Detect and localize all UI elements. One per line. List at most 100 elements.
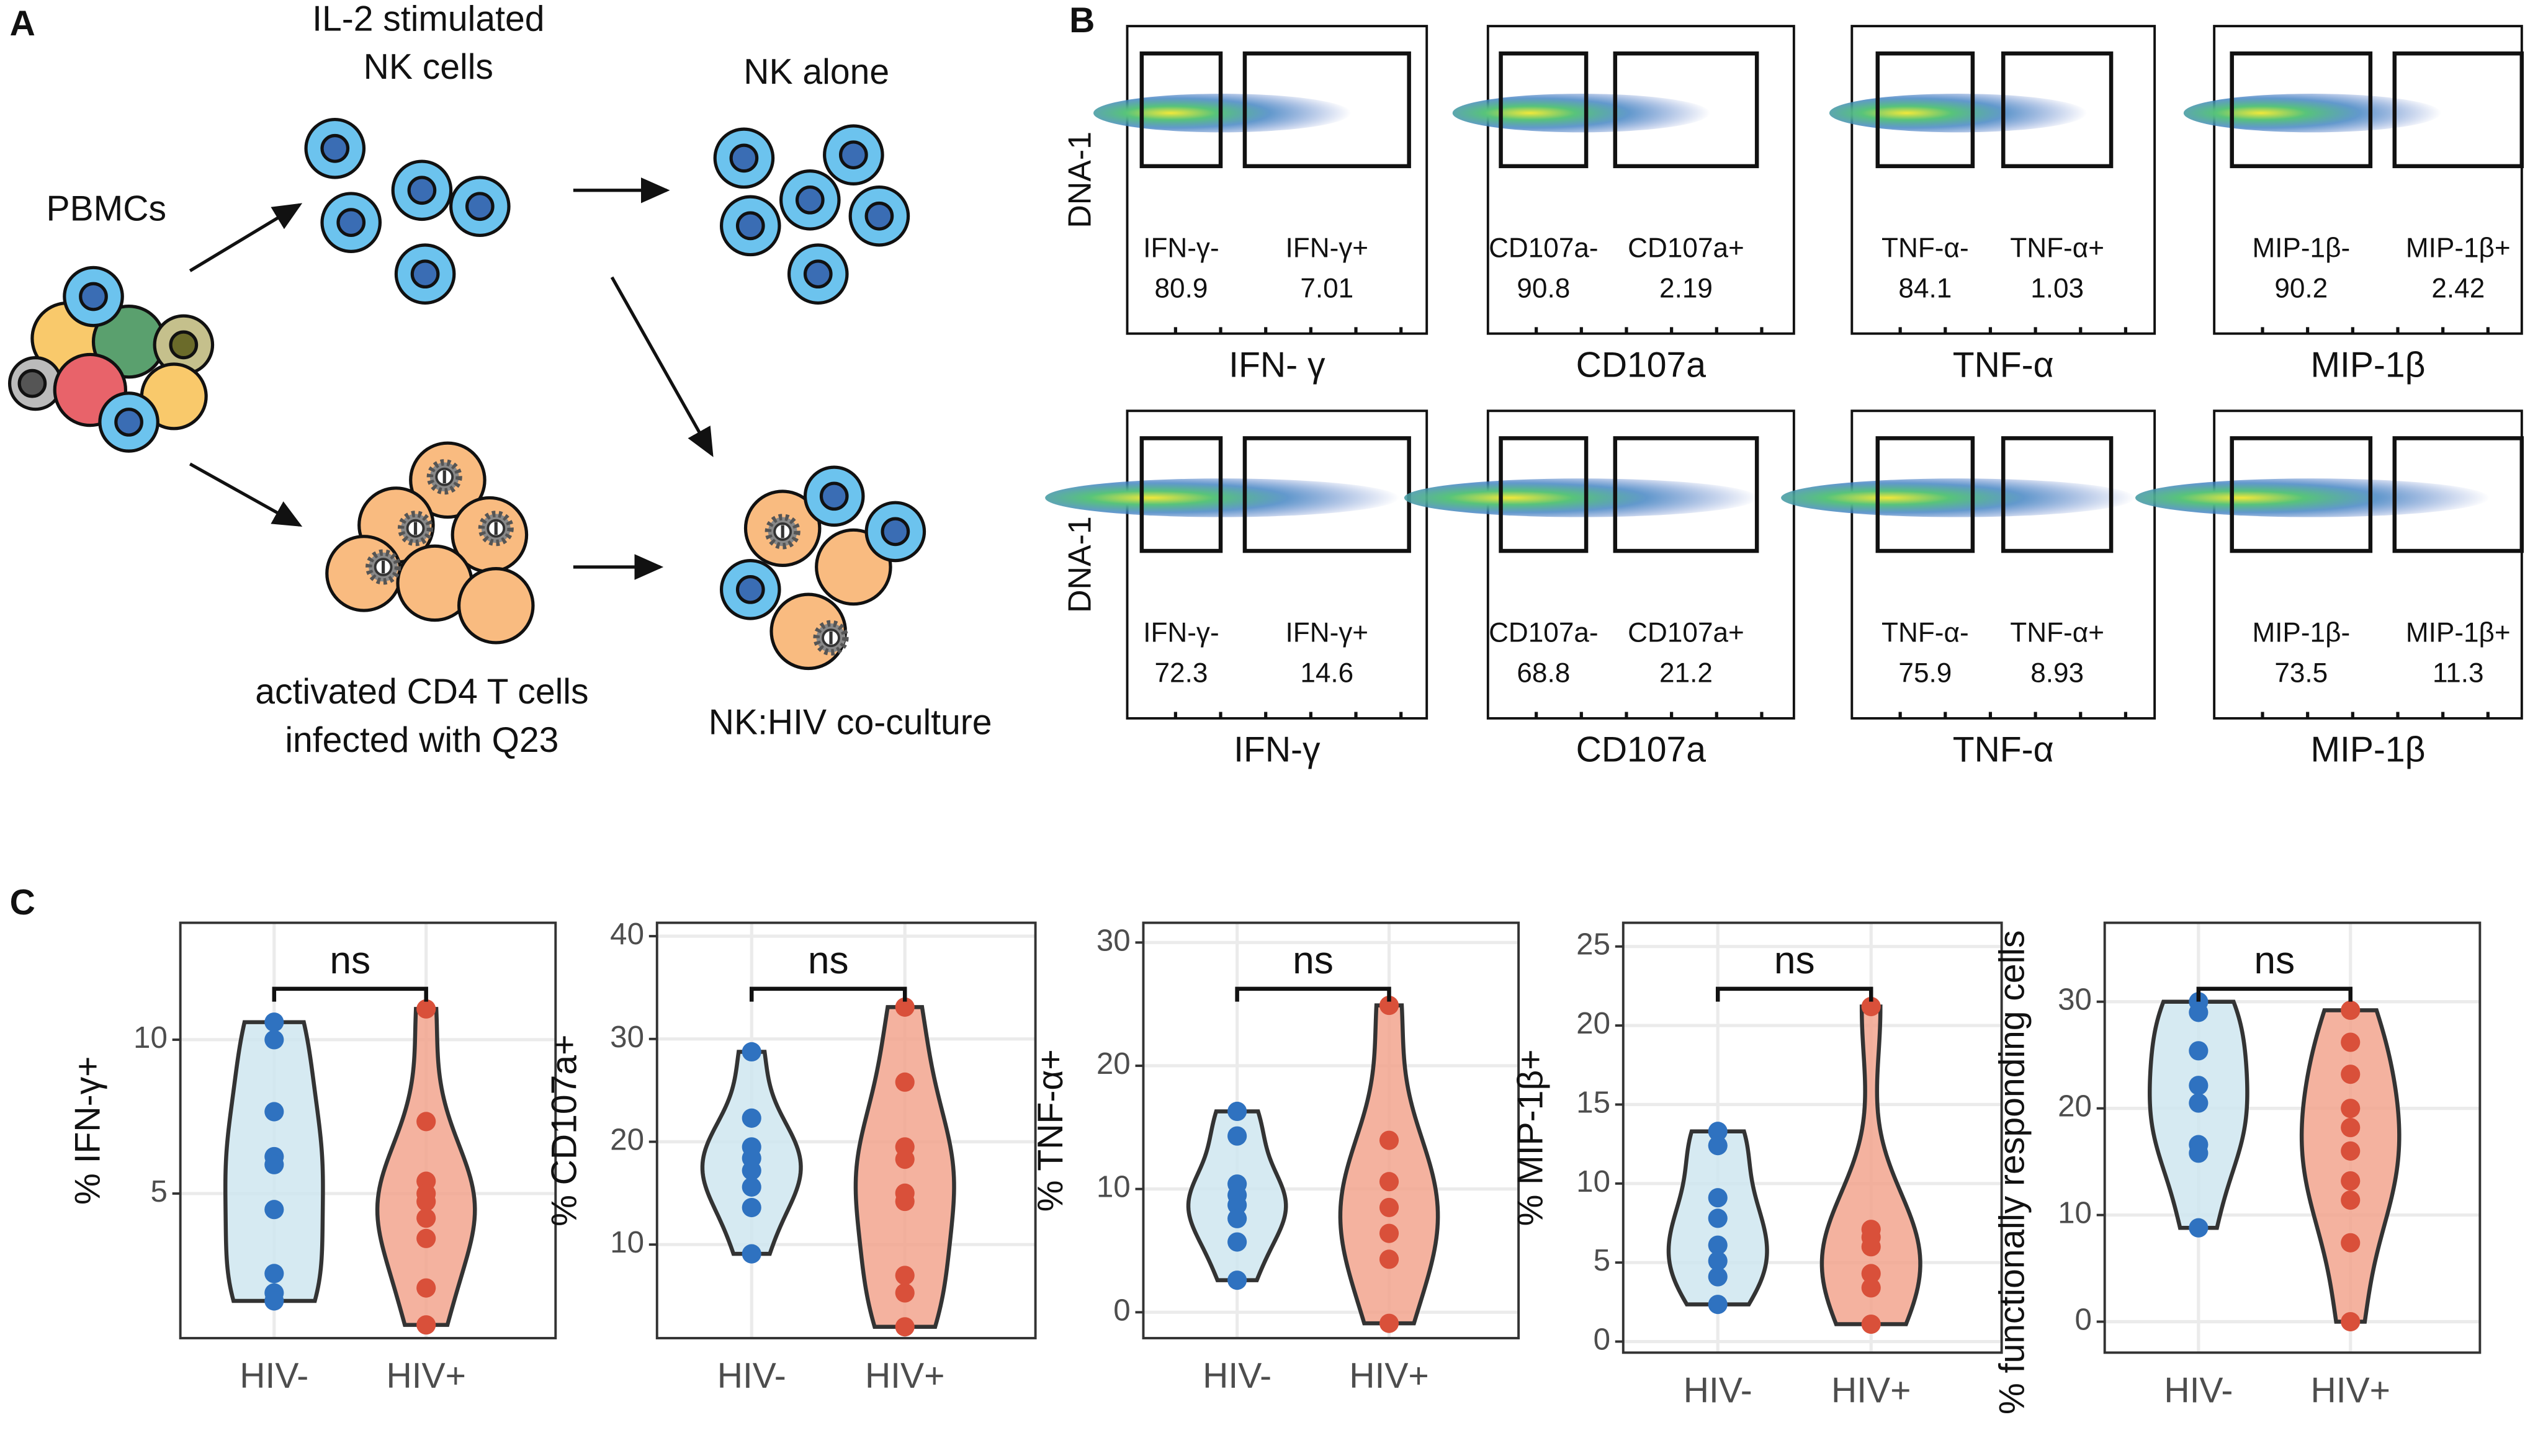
x-tick-label: HIV- bbox=[240, 1356, 308, 1396]
point bbox=[264, 1264, 284, 1284]
gate-value: 72.3 bbox=[1155, 658, 1208, 689]
bracket bbox=[1235, 986, 1391, 1002]
point bbox=[2189, 1093, 2209, 1113]
gate bbox=[1139, 436, 1223, 553]
y-axis-label: DNA-1 bbox=[1062, 516, 1098, 613]
panel-label: A bbox=[10, 4, 35, 43]
gate-label: IFN-γ+ bbox=[1286, 618, 1369, 648]
point bbox=[895, 1072, 915, 1092]
point bbox=[416, 999, 436, 1019]
label: PBMCs bbox=[47, 189, 166, 229]
bracket bbox=[1715, 986, 1873, 1002]
x-tick-label: HIV- bbox=[717, 1356, 786, 1396]
gate-label: MIP-1β+ bbox=[2406, 233, 2511, 263]
y-tick-label: 0 bbox=[1113, 1293, 1130, 1327]
point bbox=[416, 1208, 436, 1228]
point bbox=[264, 1200, 284, 1220]
panel-border bbox=[2103, 921, 2482, 1354]
gate-label: MIP-1β+ bbox=[2406, 618, 2511, 648]
point bbox=[1708, 1267, 1728, 1287]
point bbox=[1861, 996, 1881, 1017]
point bbox=[1227, 1208, 1247, 1228]
flow-density bbox=[1829, 94, 2088, 133]
gate-label: IFN-γ- bbox=[1143, 233, 1219, 263]
flow-density bbox=[1781, 478, 2136, 517]
bracket bbox=[2196, 986, 2352, 1002]
flow-plot bbox=[1486, 409, 1795, 720]
y-axis-label: % MIP-1β+ bbox=[1511, 1049, 1551, 1226]
gate bbox=[1499, 51, 1589, 169]
label: NK:HIV co-culture bbox=[709, 702, 992, 742]
flow-plot bbox=[1486, 25, 1795, 335]
point bbox=[2341, 1118, 2361, 1138]
gate-label: CD107a- bbox=[1489, 618, 1599, 648]
gate bbox=[1875, 51, 1975, 169]
point bbox=[895, 1283, 915, 1303]
flow-density bbox=[1404, 478, 1759, 517]
point bbox=[2189, 1076, 2209, 1096]
label: NK alone bbox=[743, 52, 889, 92]
point bbox=[1708, 1251, 1728, 1271]
annotation: ns bbox=[330, 939, 370, 982]
y-tick-label: 10 bbox=[133, 1021, 168, 1055]
point bbox=[1379, 1172, 1399, 1192]
point bbox=[1708, 1208, 1728, 1228]
flow-density bbox=[2183, 94, 2442, 133]
gate bbox=[2230, 436, 2373, 553]
flow-density bbox=[1452, 94, 1710, 133]
x-axis-label: IFN-γ bbox=[1234, 730, 1321, 770]
y-axis-label: % TNF-α+ bbox=[1031, 1049, 1070, 1212]
point bbox=[895, 997, 915, 1017]
point bbox=[1227, 1271, 1247, 1290]
y-axis-label: DNA-1 bbox=[1062, 132, 1098, 228]
y-axis-label: % functionally responding cells bbox=[1992, 930, 2032, 1414]
y-tick-label: 20 bbox=[2058, 1089, 2092, 1123]
violin bbox=[375, 1007, 477, 1327]
point bbox=[742, 1197, 761, 1218]
gate-value: 90.2 bbox=[2274, 273, 2328, 303]
y-tick-label: 15 bbox=[1576, 1085, 1610, 1119]
gate-label: MIP-1β- bbox=[2252, 233, 2350, 263]
point bbox=[2189, 1218, 2209, 1238]
annotation: ns bbox=[1774, 939, 1815, 982]
point bbox=[2341, 1000, 2361, 1021]
x-tick-label: HIV+ bbox=[1831, 1370, 1911, 1410]
point bbox=[742, 1177, 761, 1197]
point bbox=[742, 1042, 761, 1062]
x-tick-label: HIV+ bbox=[1349, 1356, 1428, 1396]
gate-value: 1.03 bbox=[2030, 273, 2084, 303]
gate bbox=[2001, 436, 2114, 553]
x-axis-label: MIP-1β bbox=[2310, 730, 2425, 770]
flow-plot bbox=[1126, 25, 1428, 335]
y-tick-label: 40 bbox=[610, 917, 644, 951]
point bbox=[1861, 1314, 1881, 1334]
point bbox=[1379, 1249, 1399, 1269]
x-tick-label: HIV+ bbox=[865, 1356, 944, 1396]
point bbox=[2341, 1233, 2361, 1253]
gate-value: 2.42 bbox=[2431, 273, 2485, 303]
label: infected with Q23 bbox=[285, 720, 558, 760]
point bbox=[1227, 1232, 1247, 1252]
plot-area bbox=[1143, 922, 1519, 1339]
point bbox=[2341, 1311, 2361, 1332]
panel-border bbox=[1621, 921, 2003, 1354]
point bbox=[264, 1030, 284, 1050]
point bbox=[264, 1012, 284, 1032]
gate bbox=[1875, 436, 1975, 553]
point bbox=[416, 1192, 436, 1212]
point bbox=[1379, 1313, 1399, 1333]
gate-label: IFN-γ- bbox=[1143, 618, 1219, 648]
x-axis-label: TNF-α bbox=[1953, 730, 2054, 770]
point bbox=[1708, 1122, 1728, 1141]
point bbox=[1861, 1278, 1881, 1298]
flow-density bbox=[2135, 478, 2490, 517]
panel-label: C bbox=[10, 883, 35, 922]
bracket bbox=[749, 986, 907, 1002]
y-tick-label: 25 bbox=[1576, 927, 1610, 962]
point bbox=[416, 1228, 436, 1248]
bracket bbox=[272, 986, 428, 1002]
y-tick-label: 10 bbox=[1576, 1164, 1610, 1199]
point bbox=[416, 1112, 436, 1132]
gate-value: 80.9 bbox=[1155, 273, 1208, 303]
